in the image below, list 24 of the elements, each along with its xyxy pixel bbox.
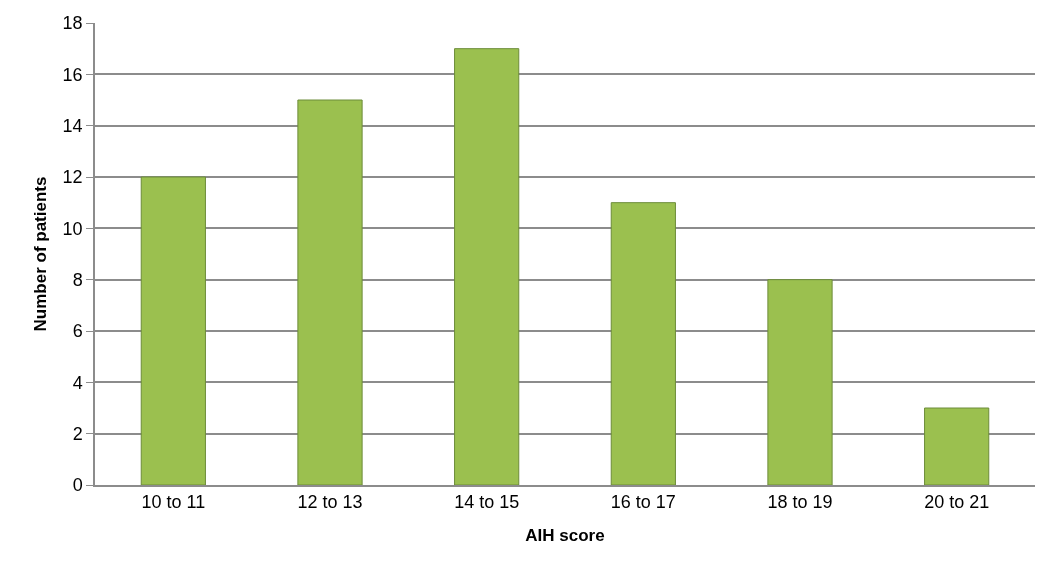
y-tick-label: 14 <box>62 115 83 136</box>
x-tick-label: 16 to 17 <box>610 492 676 513</box>
y-tick-label: 8 <box>72 269 83 290</box>
y-tick-label: 18 <box>62 13 83 34</box>
y-tick-label: 2 <box>72 423 83 444</box>
bar <box>767 279 833 485</box>
y-tick-label: 0 <box>72 475 83 496</box>
y-tick-label: 6 <box>72 321 83 342</box>
x-tick-label: 20 to 21 <box>924 492 990 513</box>
bar <box>454 48 520 485</box>
bar <box>140 176 206 485</box>
x-tick-label: 12 to 13 <box>297 492 363 513</box>
bar <box>610 202 676 485</box>
y-tick-label: 4 <box>72 372 83 393</box>
y-tick-label: 16 <box>62 64 83 85</box>
x-tick-label: 18 to 19 <box>767 492 833 513</box>
y-axis-title: Number of patients <box>30 176 50 332</box>
bar <box>297 99 363 485</box>
y-tick-label: 10 <box>62 218 83 239</box>
y-tick-label: 12 <box>62 167 83 188</box>
x-tick-label: 14 to 15 <box>454 492 520 513</box>
x-axis-title: AIH score <box>525 526 605 546</box>
bar <box>924 407 990 485</box>
x-tick-label: 10 to 11 <box>141 492 206 513</box>
